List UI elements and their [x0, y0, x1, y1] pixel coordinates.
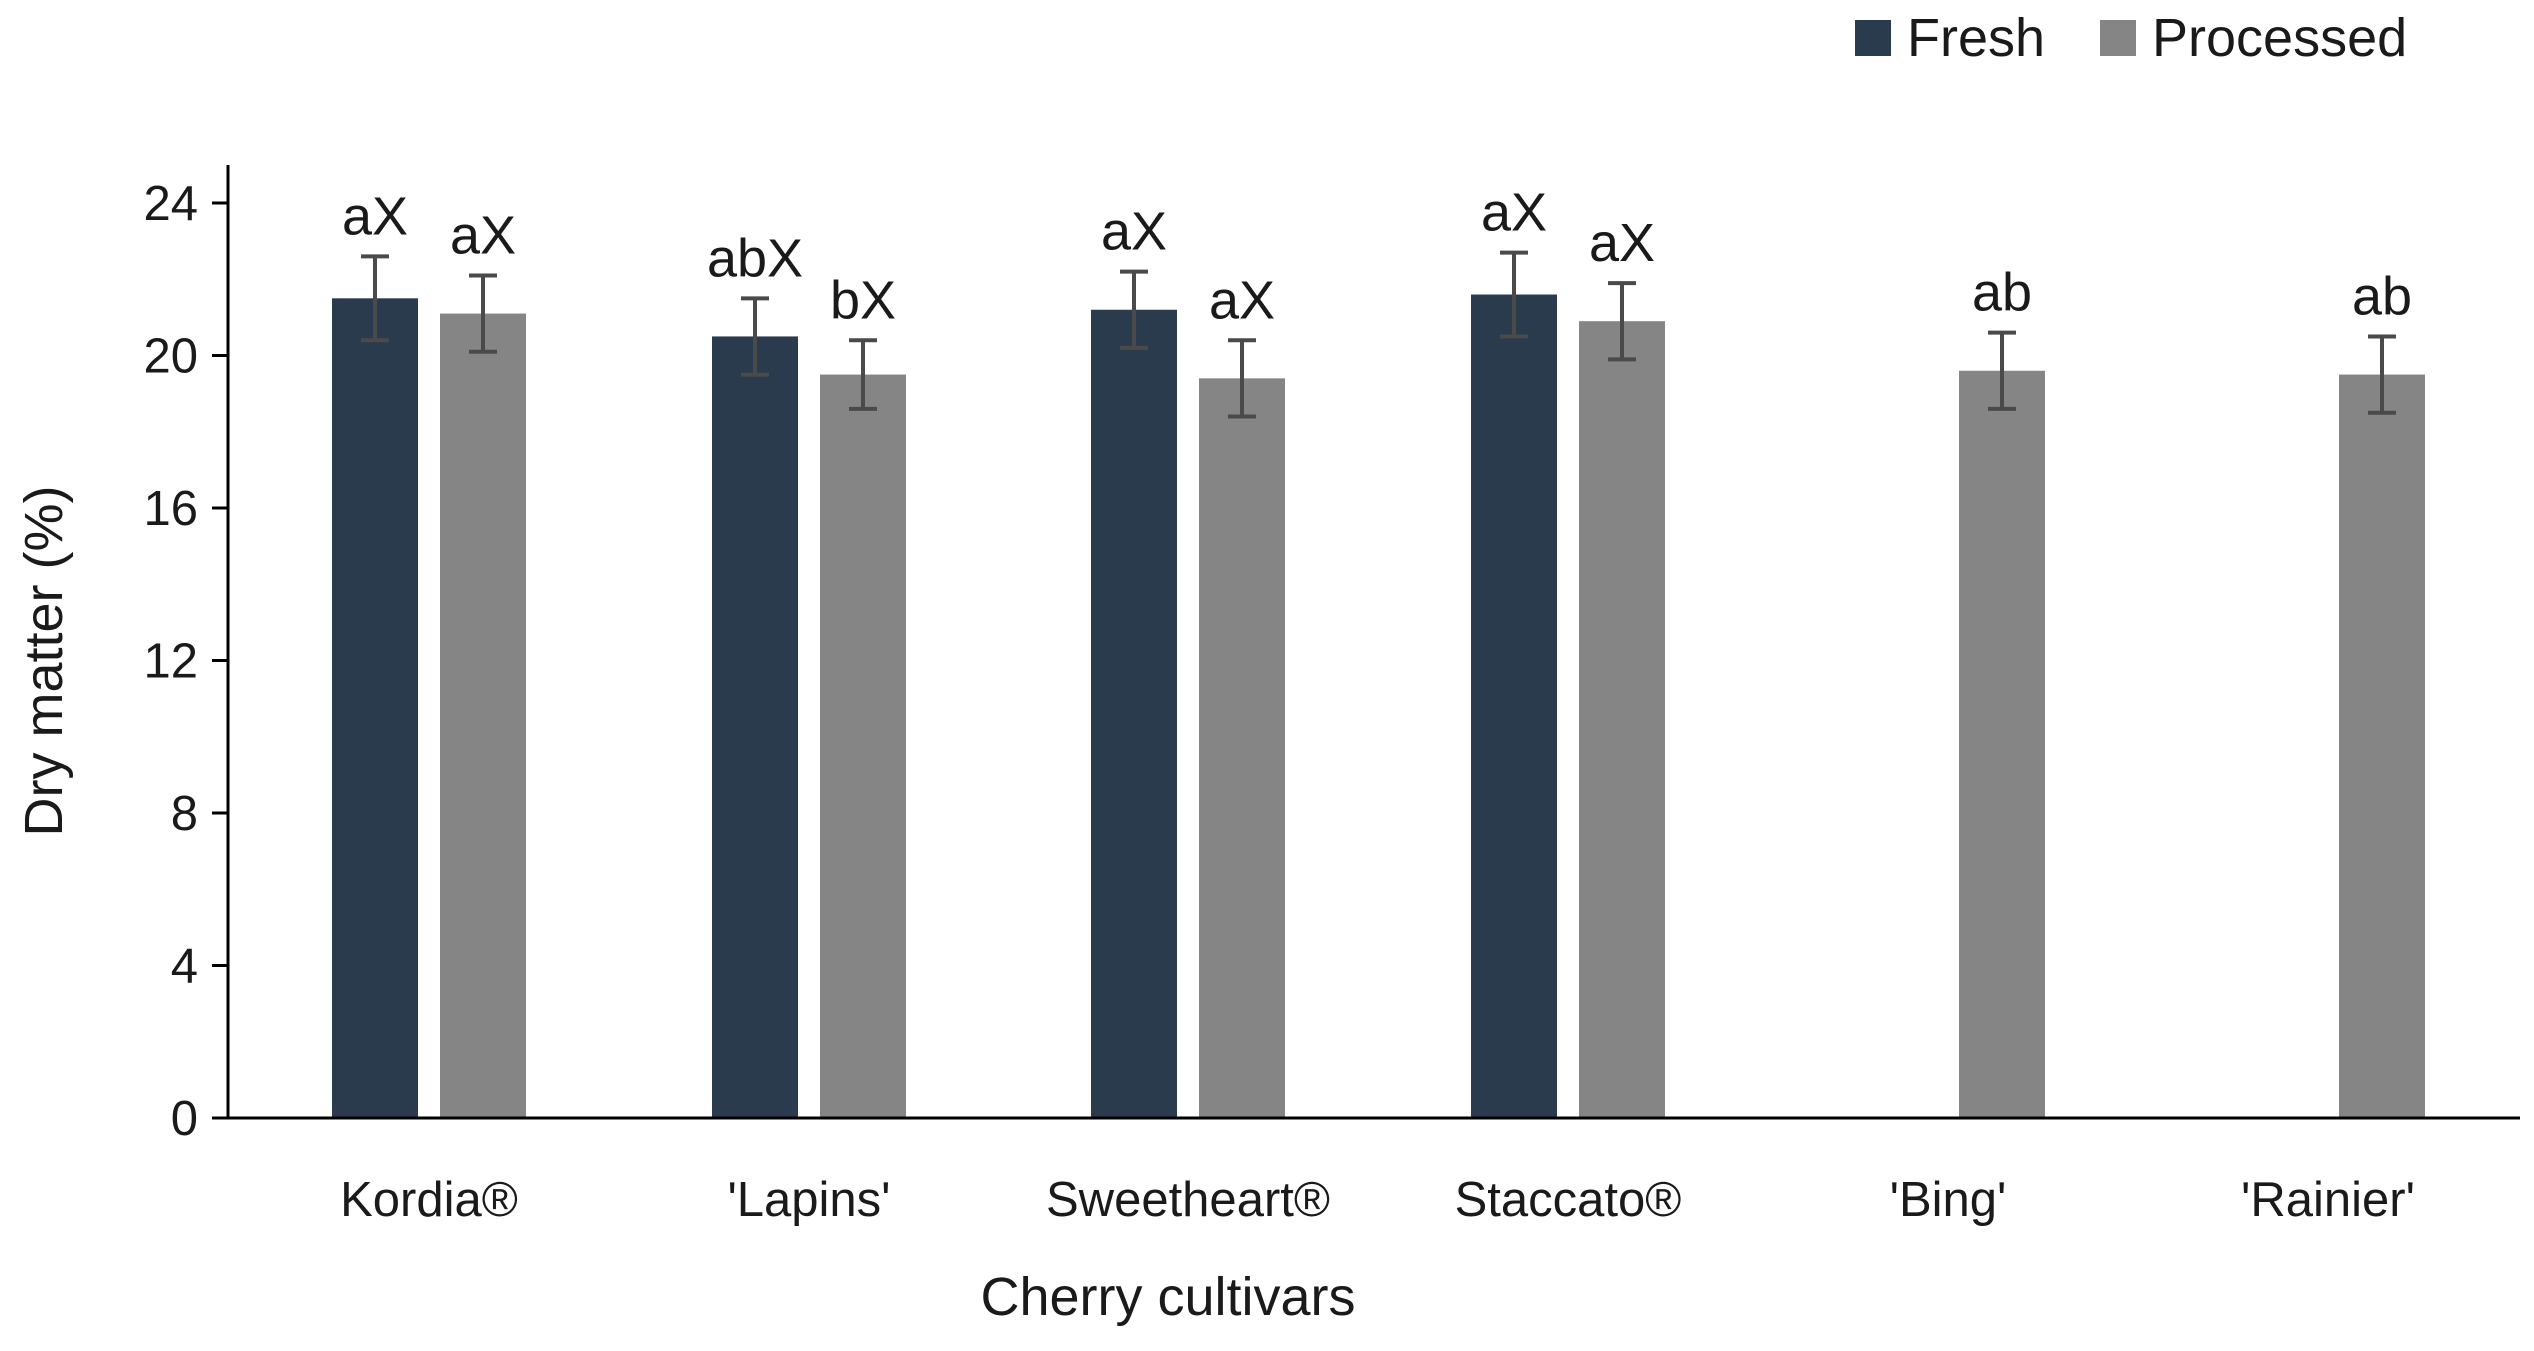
significance-label: aX [450, 205, 516, 265]
y-tick-label: 4 [171, 940, 198, 994]
x-category-label: Kordia® [340, 1173, 518, 1227]
error-bar [469, 273, 497, 354]
legend-swatch [2100, 20, 2136, 56]
error-bar [741, 296, 769, 377]
x-axis-title: Cherry cultivars [980, 1267, 1355, 1327]
bar-fresh [1091, 309, 1177, 1118]
legend: Fresh Processed [1855, 8, 2407, 68]
bar-processed [2339, 374, 2425, 1118]
error-bar [1228, 338, 1256, 419]
y-axis-ticks: 0 4 8 12 16 20 24 [143, 177, 228, 1146]
significance-label: ab [2352, 266, 2412, 326]
bar-processed [1199, 378, 1285, 1118]
x-category-label: Staccato® [1455, 1173, 1682, 1227]
error-bar [1988, 330, 2016, 411]
bar-fresh [1471, 294, 1557, 1118]
bar-processed [1959, 370, 2045, 1118]
significance-label: aX [1209, 270, 1275, 330]
significance-label: aX [342, 186, 408, 246]
bar-processed [820, 374, 906, 1118]
significance-label: ab [1972, 263, 2032, 323]
significance-label: bX [830, 270, 896, 330]
bar-processed [1579, 321, 1665, 1118]
plot-area: aX abX aX aX aX bX aX aX ab ab [332, 183, 2425, 1118]
y-tick-label: 20 [143, 330, 198, 384]
significance-label: aX [1481, 183, 1547, 243]
y-tick-label: 0 [171, 1092, 198, 1146]
legend-label: Processed [2152, 8, 2407, 68]
bar-fresh [712, 336, 798, 1118]
x-axis-categories: Kordia® 'Lapins' Sweetheart® Staccato® 'Bing… [340, 1173, 2415, 1227]
error-bar [1500, 250, 1528, 339]
x-category-label: Sweetheart® [1046, 1173, 1330, 1227]
error-bar [361, 254, 389, 343]
error-bar [1608, 281, 1636, 362]
significance-label: aX [1101, 202, 1167, 262]
y-tick-label: 12 [143, 635, 198, 689]
y-tick-label: 16 [143, 482, 198, 536]
y-tick-label: 8 [171, 787, 198, 841]
y-axis-title: Dry matter (%) [14, 486, 74, 837]
error-bar [2368, 334, 2396, 415]
significance-label: abX [707, 228, 803, 288]
bar-fresh [332, 298, 418, 1118]
error-bar [849, 338, 877, 411]
x-category-label: 'Lapins' [727, 1173, 890, 1227]
legend-label: Fresh [1907, 8, 2045, 68]
x-category-label: 'Rainier' [2241, 1173, 2415, 1227]
error-bar [1120, 269, 1148, 350]
y-tick-label: 24 [143, 177, 198, 231]
x-category-label: 'Bing' [1890, 1173, 2007, 1227]
significance-label: aX [1589, 213, 1655, 273]
legend-swatch [1855, 20, 1891, 56]
bar-processed [440, 313, 526, 1118]
